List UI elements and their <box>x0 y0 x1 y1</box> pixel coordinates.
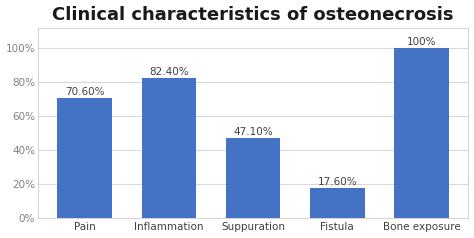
Text: 17.60%: 17.60% <box>318 177 357 187</box>
Bar <box>142 78 196 218</box>
Title: Clinical characteristics of osteonecrosis: Clinical characteristics of osteonecrosi… <box>53 5 454 24</box>
Bar <box>310 188 365 218</box>
Bar <box>226 138 281 218</box>
Text: 100%: 100% <box>407 37 436 47</box>
Text: 47.10%: 47.10% <box>233 127 273 137</box>
Text: 82.40%: 82.40% <box>149 66 189 76</box>
Bar <box>57 98 112 218</box>
Text: 70.60%: 70.60% <box>65 87 104 97</box>
Bar <box>394 48 449 218</box>
